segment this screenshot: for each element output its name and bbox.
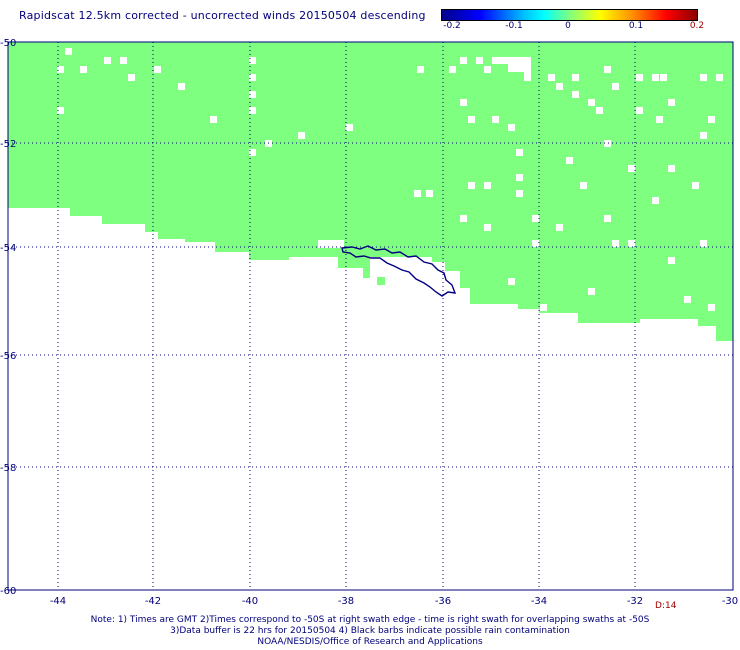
lat-lon-grid	[8, 42, 733, 590]
colorbar-label-min: -0.2	[443, 21, 461, 31]
colorbar-label-max: 0.2	[689, 21, 705, 31]
south-georgia-coastline	[341, 245, 457, 297]
footnote-line: NOAA/NESDIS/Office of Research and Appli…	[257, 637, 483, 647]
missing-data-cells	[57, 48, 723, 311]
swath-area	[8, 42, 733, 341]
footnote-line: Note: 1) Times are GMT 2)Times correspon…	[90, 615, 650, 625]
lat-label: -50	[0, 38, 16, 49]
lon-label: -36	[435, 596, 451, 607]
footnote-line: 3)Data buffer is 22 hrs for 20150504 4) …	[170, 626, 570, 636]
lat-label: -58	[0, 463, 16, 474]
lat-label: -54	[0, 243, 16, 254]
lon-label: -44	[50, 596, 66, 607]
lon-label: -42	[145, 596, 161, 607]
lon-axis-labels: -44 -42 -40 -38 -36 -34 -32 -30	[50, 596, 738, 607]
lon-label: -32	[627, 596, 643, 607]
lon-label: -34	[531, 596, 547, 607]
lon-label: -38	[338, 596, 354, 607]
plot-frame	[7, 41, 734, 591]
lon-label: -40	[242, 596, 258, 607]
data-code-label: D:14	[655, 601, 677, 611]
lat-label: -56	[0, 351, 16, 362]
footnotes: Note: 1) Times are GMT 2)Times correspon…	[0, 615, 740, 648]
map-title: Rapidscat 12.5km corrected - uncorrected…	[19, 9, 426, 22]
colorbar	[441, 9, 698, 21]
lon-label: -30	[722, 596, 738, 607]
lat-label: -52	[0, 139, 16, 150]
colorbar-label-neg: -0.1	[505, 21, 523, 31]
colorbar-label-zero: 0	[565, 21, 571, 31]
lat-label: -60	[0, 586, 16, 597]
colorbar-label-pos: 0.1	[628, 21, 644, 31]
lat-axis-labels: -50 -52 -54 -56 -58 -60	[0, 38, 16, 597]
